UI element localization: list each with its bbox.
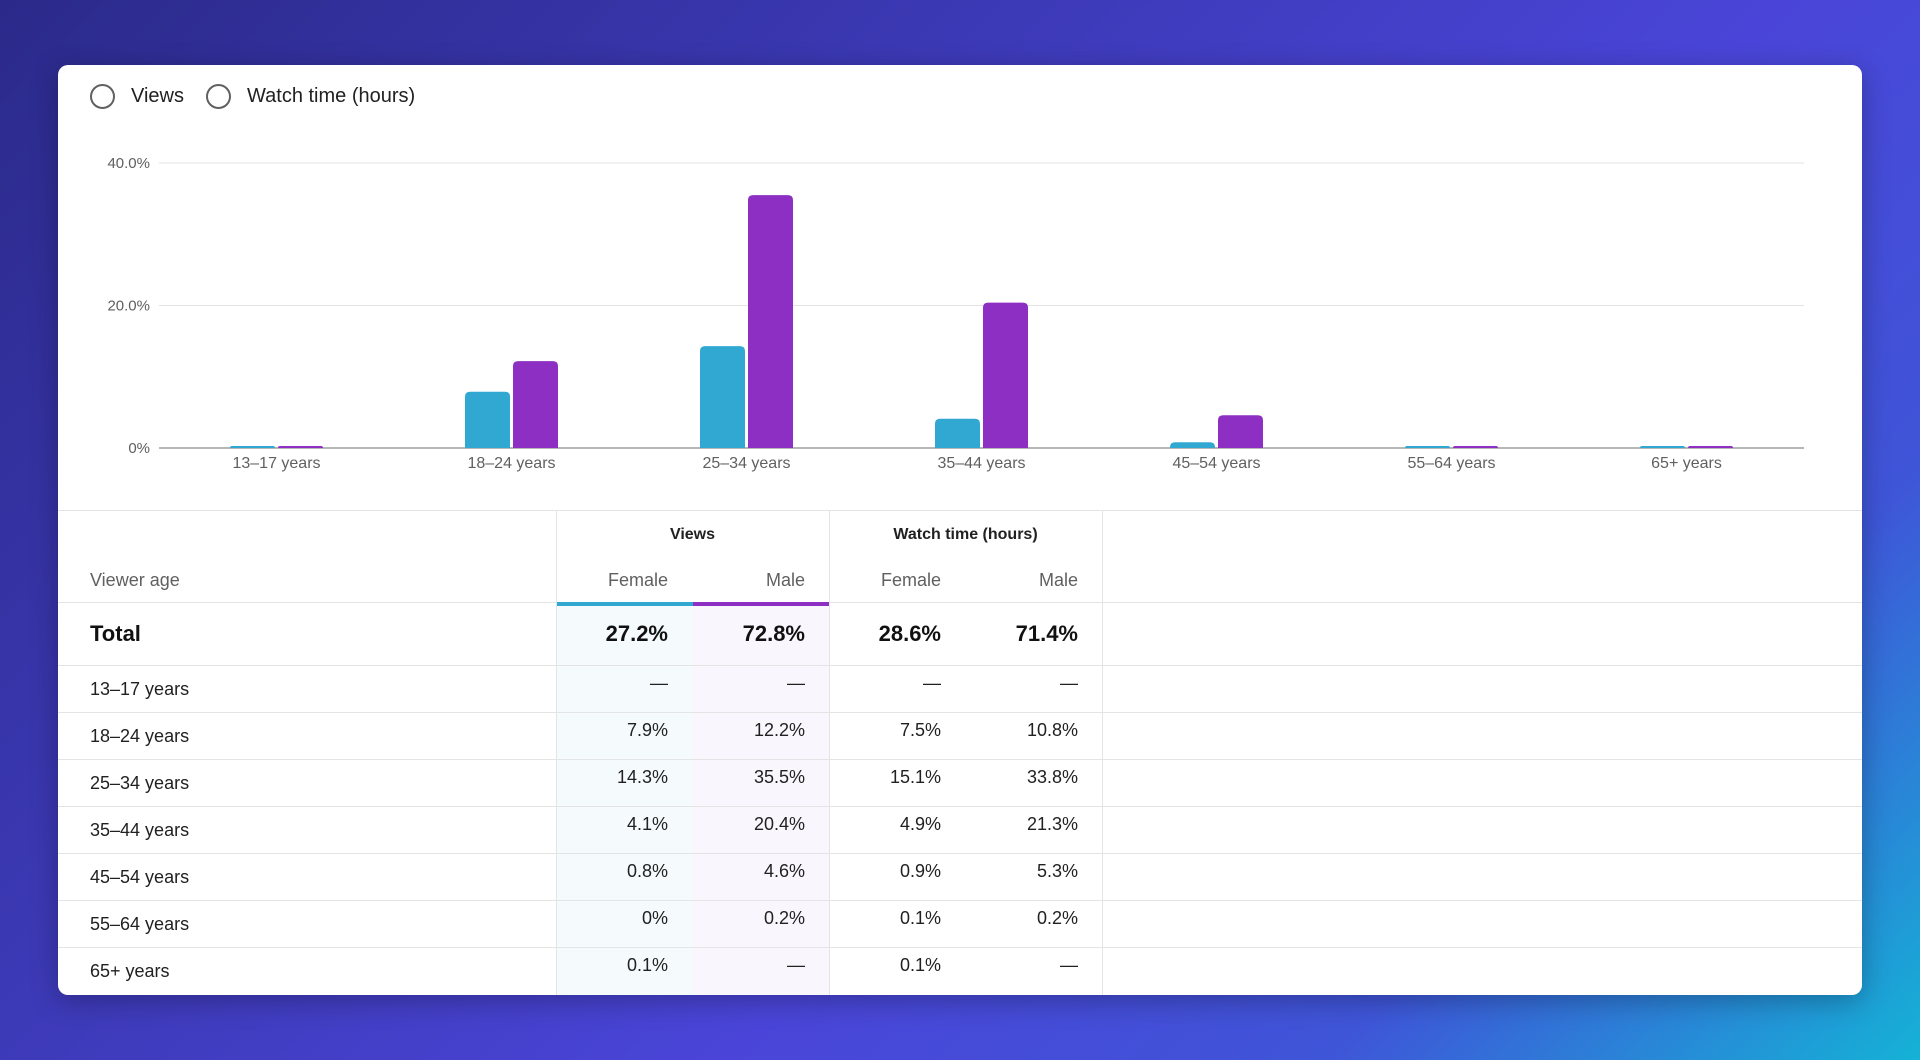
bar-female-1[interactable] (230, 446, 275, 448)
row-age-label: 45–54 years (90, 867, 190, 887)
cell-watch-female: 7.5% (899, 720, 941, 740)
bar-female-5[interactable] (1170, 442, 1215, 448)
watch-time-radio-label[interactable]: Watch time (hours) (247, 85, 416, 107)
row-age-label: 65+ years (90, 961, 170, 981)
y-tick-label: 40.0% (107, 155, 150, 172)
viewer-age-header: Viewer age (90, 570, 180, 590)
bar-male-6[interactable] (1453, 446, 1498, 448)
radio-circle-icon[interactable] (90, 84, 115, 109)
cell-views-female: 0% (641, 908, 668, 928)
cell-watch-female: 15.1% (889, 767, 941, 787)
y-tick-label: 20.0% (107, 298, 150, 315)
x-tick-label: 45–54 years (1172, 455, 1260, 472)
total-watch-male: 71.4% (1015, 621, 1078, 646)
watch-time-radio[interactable]: Watch time (hours) (206, 84, 415, 109)
x-tick-label: 13–17 years (232, 455, 320, 472)
x-tick-label: 35–44 years (937, 455, 1025, 472)
cell-views-male: 12.2% (753, 720, 805, 740)
x-tick-label: 25–34 years (702, 455, 790, 472)
x-tick-label: 55–64 years (1407, 455, 1495, 472)
cell-views-male: 0.2% (763, 908, 805, 928)
male-color-indicator (693, 602, 829, 606)
cell-watch-female: 0.9% (899, 861, 941, 881)
bar-male-7[interactable] (1688, 446, 1733, 448)
bar-female-4[interactable] (935, 418, 980, 448)
cell-views-female: 0.1% (626, 955, 668, 975)
views-male-column-shade (693, 603, 829, 995)
row-age-label: 13–17 years (90, 679, 190, 699)
views-group-header: Views (669, 526, 716, 543)
bar-male-1[interactable] (278, 446, 323, 448)
cell-watch-female: 0.1% (899, 955, 941, 975)
views-radio-label[interactable]: Views (131, 85, 184, 107)
watch-time-group-header: Watch time (hours) (893, 526, 1038, 543)
cell-views-male: 20.4% (753, 814, 805, 834)
bar-male-4[interactable] (983, 302, 1028, 448)
cell-watch-female: — (923, 673, 941, 693)
y-tick-label: 0% (128, 440, 150, 457)
x-tick-label: 65+ years (1651, 455, 1722, 472)
row-age-label: 55–64 years (90, 914, 190, 934)
cell-views-female: 0.8% (626, 861, 668, 881)
metric-toggle: Views Watch time (hours) (90, 84, 437, 109)
cell-views-female: 14.3% (616, 767, 668, 787)
row-age-label: 25–34 years (90, 773, 190, 793)
age-gender-bar-chart: 0% 20.0% 40.0% 13–17 years 18–24 years 25–34 … (107, 155, 1804, 472)
total-views-male: 72.8% (742, 621, 805, 646)
row-age-label: 18–24 years (90, 726, 190, 746)
cell-watch-male: 5.3% (1036, 861, 1078, 881)
cell-views-female: — (650, 673, 668, 693)
cell-watch-male: 10.8% (1026, 720, 1078, 740)
total-watch-female: 28.6% (878, 621, 941, 646)
cell-watch-male: — (1060, 955, 1078, 975)
cell-views-female: 4.1% (626, 814, 668, 834)
views-male-header: Male (765, 570, 805, 590)
bar-male-5[interactable] (1218, 415, 1263, 448)
cell-watch-male: 0.2% (1036, 908, 1078, 928)
watch-female-header: Female (880, 570, 941, 590)
x-tick-label: 18–24 years (467, 455, 555, 472)
female-color-indicator (557, 602, 693, 606)
views-radio[interactable]: Views (90, 84, 184, 109)
cell-views-male: — (787, 955, 805, 975)
watch-male-header: Male (1038, 570, 1078, 590)
total-label: Total (90, 621, 141, 646)
cell-watch-male: — (1060, 673, 1078, 693)
cell-views-female: 7.9% (626, 720, 668, 740)
cell-watch-male: 33.8% (1026, 767, 1078, 787)
total-views-female: 27.2% (605, 621, 668, 646)
bar-female-2[interactable] (465, 391, 510, 448)
radio-circle-icon[interactable] (206, 84, 231, 109)
views-female-column-shade (557, 603, 693, 995)
cell-watch-female: 4.9% (899, 814, 941, 834)
cell-watch-male: 21.3% (1026, 814, 1078, 834)
demographics-card: Views Watch time (hours) 0% 20.0% 40.0% 13–… (58, 65, 1862, 995)
cell-views-male: 35.5% (753, 767, 805, 787)
row-age-label: 35–44 years (90, 820, 190, 840)
bar-male-3[interactable] (748, 195, 793, 448)
bar-female-6[interactable] (1405, 446, 1450, 448)
cell-views-male: — (787, 673, 805, 693)
bar-male-2[interactable] (513, 361, 558, 448)
cell-views-male: 4.6% (763, 861, 805, 881)
bar-female-3[interactable] (700, 346, 745, 448)
views-female-header: Female (607, 570, 668, 590)
bar-female-7[interactable] (1640, 446, 1685, 448)
cell-watch-female: 0.1% (899, 908, 941, 928)
